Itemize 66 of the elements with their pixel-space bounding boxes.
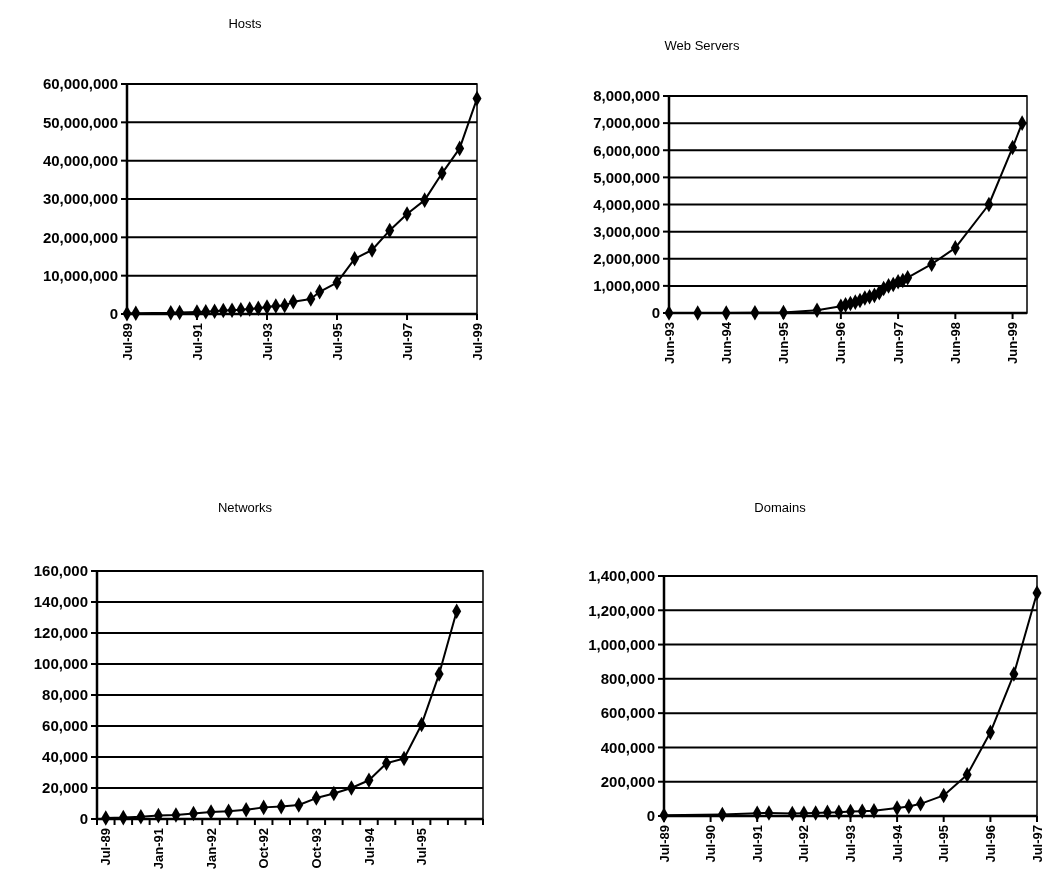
y-tick-label: 10,000,000: [42, 266, 118, 284]
x-tick-label: Jul-97: [1029, 825, 1044, 863]
x-tick-label: Jul-95: [936, 825, 952, 863]
y-tick-label: 50,000,000: [42, 113, 118, 131]
x-tick-label: Jul-93: [259, 323, 275, 361]
y-tick-label: 100,000: [33, 655, 88, 673]
y-tick-label: 0: [79, 810, 88, 828]
x-tick-label: Jul-96: [982, 825, 998, 863]
y-tick-label: 0: [109, 305, 118, 323]
y-tick-label: 60,000: [42, 717, 88, 735]
y-tick-label: 140,000: [33, 593, 88, 611]
y-tick-label: 4,000,000: [593, 195, 660, 213]
y-tick-label: 0: [651, 304, 660, 322]
chart-title: Web Servers: [664, 38, 740, 53]
x-tick-label: Jun-96: [833, 322, 849, 364]
y-tick-label: 20,000: [42, 779, 88, 797]
y-tick-label: 120,000: [33, 624, 88, 642]
chart-title: Networks: [217, 500, 273, 515]
x-tick-label: Jul-89: [656, 825, 672, 863]
x-tick-label: Jul-97: [399, 323, 415, 361]
x-tick-label: Jul-94: [889, 824, 905, 863]
x-tick-label: Jul-95: [329, 323, 345, 361]
y-tick-label: 1,200,000: [588, 601, 655, 619]
x-tick-label: Jul-94: [361, 827, 377, 866]
x-tick-label: Jul-91: [749, 825, 765, 863]
x-tick-label: Oct-93: [308, 828, 324, 869]
y-tick-label: 60,000,000: [42, 75, 118, 93]
chart-title: Hosts: [228, 16, 263, 31]
x-tick-label: Jul-95: [414, 828, 430, 866]
y-tick-label: 40,000: [42, 748, 88, 766]
y-tick-label: 1,400,000: [588, 567, 655, 585]
x-tick-label: Jun-98: [947, 322, 963, 364]
x-tick-label: Jun-95: [776, 322, 792, 364]
x-tick-label: Jun-99: [1005, 322, 1021, 364]
x-tick-label: Jul-89: [119, 323, 135, 361]
x-tick-label: Jun-94: [718, 321, 734, 364]
x-tick-label: Jan-91: [150, 828, 166, 870]
x-tick-label: Jul-90: [703, 825, 719, 863]
y-tick-label: 30,000,000: [42, 190, 118, 208]
y-tick-label: 800,000: [600, 670, 655, 688]
x-tick-label: Oct-92: [256, 828, 272, 869]
y-tick-label: 400,000: [600, 738, 655, 756]
x-tick-label: Jul-92: [796, 825, 812, 863]
y-tick-label: 1,000,000: [588, 635, 655, 653]
x-tick-label: Jul-89: [98, 828, 114, 866]
y-tick-label: 3,000,000: [593, 222, 660, 240]
y-tick-label: 2,000,000: [593, 250, 660, 267]
y-tick-label: 160,000: [33, 562, 88, 580]
x-tick-label: Jul-93: [843, 825, 859, 863]
x-tick-label: Jul-99: [469, 323, 485, 361]
y-tick-label: 200,000: [600, 772, 655, 790]
y-tick-label: 7,000,000: [593, 114, 660, 132]
y-tick-label: 1,000,000: [593, 277, 660, 295]
y-tick-label: 40,000,000: [42, 151, 118, 169]
x-tick-label: Jan-92: [203, 828, 219, 870]
y-tick-label: 600,000: [600, 704, 655, 722]
chart-title: Domains: [754, 500, 807, 515]
y-tick-label: 80,000: [42, 686, 88, 704]
x-tick-label: Jun-93: [661, 322, 677, 364]
x-tick-label: Jul-91: [189, 323, 205, 361]
x-tick-label: Jun-97: [890, 322, 906, 364]
y-tick-label: 6,000,000: [593, 141, 660, 159]
y-tick-label: 8,000,000: [593, 87, 660, 105]
y-tick-label: 20,000,000: [42, 228, 118, 246]
y-tick-label: 0: [646, 807, 655, 825]
y-tick-label: 5,000,000: [593, 168, 660, 186]
